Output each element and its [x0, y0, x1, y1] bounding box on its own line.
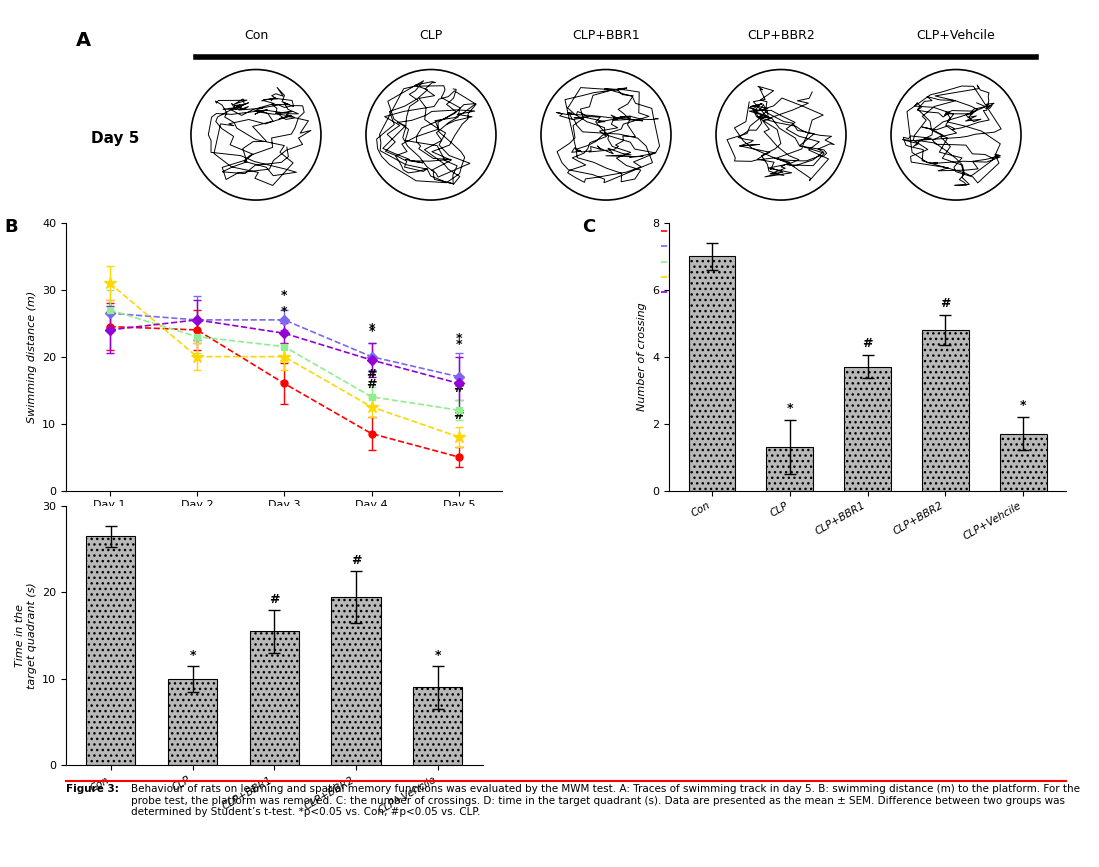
Text: *: *: [281, 289, 288, 302]
Text: B: B: [4, 218, 19, 236]
Text: A: A: [76, 31, 91, 50]
Text: #: #: [366, 368, 377, 381]
Text: *: *: [368, 325, 375, 338]
Text: #: #: [863, 337, 873, 350]
Text: C: C: [581, 218, 596, 236]
Bar: [168, 679, 218, 765]
Text: #: #: [269, 593, 279, 606]
Y-axis label: Number of crossing: Number of crossing: [636, 303, 647, 411]
Text: CLP+BBR1: CLP+BBR1: [573, 29, 640, 42]
Text: *: *: [1020, 399, 1026, 412]
Legend: Con, CLP, CLP+BBR1, CLP+BBR2, CLP+ Vehicle: Con, CLP, CLP+BBR1, CLP+BBR2, CLP+ Vehic…: [656, 223, 768, 302]
Text: CLP: CLP: [420, 29, 443, 42]
Text: #: #: [454, 381, 464, 394]
Y-axis label: Swimming distance (m): Swimming distance (m): [26, 290, 36, 423]
Text: Figure 3:: Figure 3:: [66, 784, 122, 794]
Text: *: *: [787, 402, 793, 415]
Text: CLP+BBR2: CLP+BBR2: [747, 29, 814, 42]
Text: Con: Con: [244, 29, 268, 42]
Text: #: #: [454, 408, 464, 421]
Text: *: *: [368, 323, 375, 336]
Text: #: #: [366, 379, 377, 392]
Text: *: *: [434, 649, 441, 662]
Bar: [87, 537, 135, 765]
Text: #: #: [940, 297, 951, 310]
Bar: [844, 367, 891, 491]
Bar: [332, 596, 380, 765]
Text: CLP+Vehcile: CLP+Vehcile: [917, 29, 996, 42]
Text: *: *: [281, 305, 288, 318]
Text: Behaviour of rats on learning and spatial memory functions was evaluated by the : Behaviour of rats on learning and spatia…: [131, 784, 1080, 818]
Bar: [249, 631, 299, 765]
Text: #: #: [351, 554, 362, 567]
Bar: [689, 257, 735, 491]
Bar: [1000, 434, 1046, 491]
Bar: [413, 688, 463, 765]
Bar: [766, 447, 813, 491]
Text: *: *: [189, 649, 196, 662]
Text: *: *: [456, 332, 462, 345]
Bar: [922, 330, 968, 491]
Text: *: *: [456, 338, 462, 351]
Y-axis label: Time in the
target quadrant (s): Time in the target quadrant (s): [15, 582, 36, 689]
Text: Day 5: Day 5: [91, 131, 140, 146]
